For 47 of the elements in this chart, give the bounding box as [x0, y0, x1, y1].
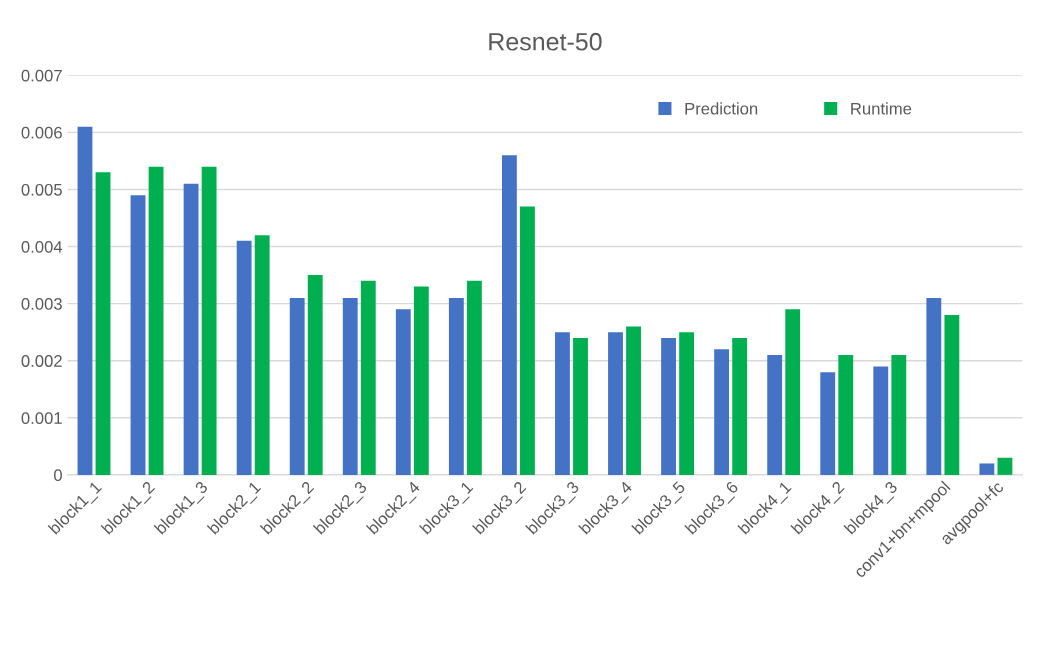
bar — [520, 206, 535, 475]
bar — [944, 315, 960, 475]
y-tick-label: 0.006 — [21, 126, 62, 139]
bar — [236, 240, 252, 475]
y-tick-label: 0.005 — [21, 183, 62, 196]
bar — [573, 337, 588, 475]
legend-label: Runtime — [851, 102, 912, 115]
bar — [820, 372, 836, 475]
bar — [979, 463, 995, 475]
bar — [661, 337, 676, 475]
bar — [395, 309, 411, 475]
bar — [626, 326, 641, 475]
bar — [448, 297, 464, 475]
y-tick-label: 0.007 — [21, 69, 62, 82]
bar — [555, 332, 570, 475]
bar — [997, 457, 1013, 475]
bar — [77, 126, 93, 475]
bar — [183, 183, 199, 475]
bar — [201, 166, 217, 475]
legend-label: Prediction — [685, 102, 758, 115]
bar — [926, 297, 942, 475]
bar — [254, 235, 270, 475]
bar — [767, 355, 783, 475]
y-tick-label: 0.002 — [21, 355, 62, 367]
bar — [307, 275, 323, 475]
y-tick-label: 0.001 — [21, 412, 62, 424]
bar — [148, 166, 164, 475]
y-tick-label: 0.003 — [21, 298, 62, 310]
bar — [95, 172, 111, 475]
bar — [891, 355, 907, 475]
bar — [413, 286, 429, 475]
bar — [342, 297, 358, 475]
bar — [732, 337, 748, 475]
bar — [714, 349, 730, 475]
bar — [360, 280, 376, 475]
bar — [785, 309, 801, 475]
bar — [873, 366, 889, 475]
chart-title: Resnet-50 — [489, 32, 602, 51]
y-tick-label: 0.004 — [21, 240, 63, 253]
bar — [608, 332, 623, 475]
bar — [130, 195, 146, 475]
bar — [501, 155, 517, 475]
bar — [679, 332, 695, 475]
bar — [838, 355, 854, 475]
bar — [289, 297, 305, 475]
bar — [466, 280, 482, 475]
y-tick-label: 0 — [53, 469, 62, 482]
